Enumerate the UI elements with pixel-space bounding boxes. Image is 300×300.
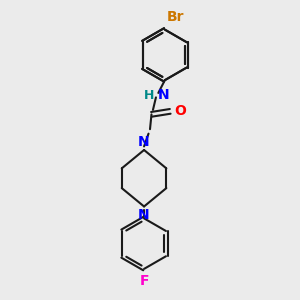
Text: Br: Br — [166, 10, 184, 24]
Text: F: F — [139, 274, 149, 288]
Text: N: N — [158, 88, 170, 102]
Text: O: O — [174, 104, 186, 118]
Text: N: N — [138, 208, 150, 222]
Text: H: H — [144, 88, 154, 101]
Text: N: N — [138, 134, 150, 148]
